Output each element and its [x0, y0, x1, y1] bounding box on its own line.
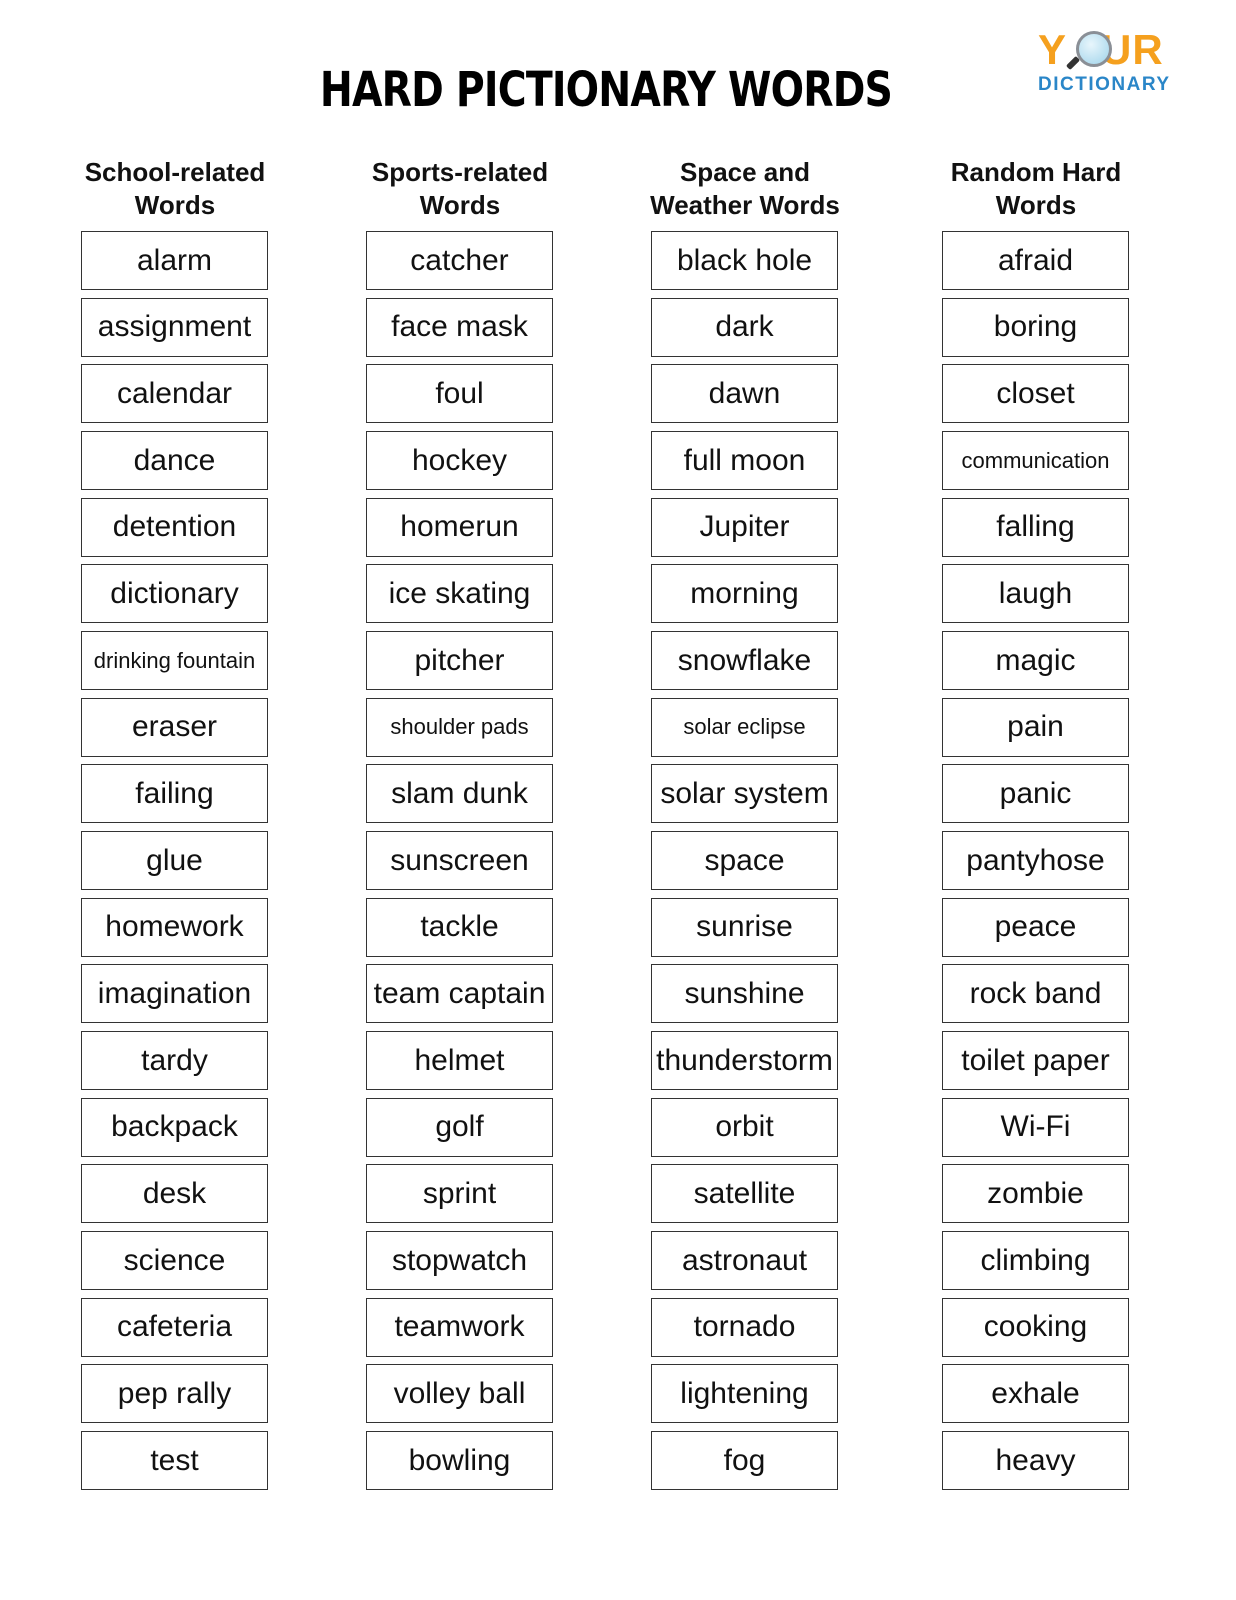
word-box: fog: [651, 1431, 838, 1491]
word-box: cooking: [942, 1297, 1129, 1357]
word-box: sprint: [366, 1164, 553, 1224]
word-box: eraser: [81, 697, 268, 757]
word-box: dark: [651, 297, 838, 357]
word-box: black hole: [651, 231, 838, 290]
word-box: Jupiter: [651, 497, 838, 557]
word-box: rock band: [942, 964, 1129, 1024]
word-box: full moon: [651, 431, 838, 490]
word-box: bowling: [366, 1431, 553, 1491]
column-header-line2: Words: [419, 190, 501, 220]
word-box: tornado: [651, 1297, 838, 1357]
column-header-line1: Sports-related: [371, 157, 549, 187]
word-box: afraid: [942, 231, 1129, 290]
word-box: foul: [366, 364, 553, 424]
column-header-line2: Words: [995, 190, 1077, 220]
word-box: snowflake: [651, 631, 838, 691]
word-box: sunrise: [651, 897, 838, 957]
word-box: pain: [942, 697, 1129, 757]
column-header-line2: Weather Words: [650, 190, 840, 220]
word-box: peace: [942, 897, 1129, 957]
column-header-line1: Random Hard: [950, 157, 1122, 187]
word-box: boring: [942, 297, 1129, 357]
word-box: glue: [81, 831, 268, 891]
page-title: HARD PICTIONARY WORDS: [319, 62, 893, 118]
word-box: closet: [942, 364, 1129, 424]
word-box: science: [81, 1231, 268, 1291]
word-box: failing: [81, 764, 268, 824]
word-box: cafeteria: [81, 1297, 268, 1357]
word-box: dance: [81, 431, 268, 490]
column-header-line1: School-related: [84, 157, 266, 187]
word-box: climbing: [942, 1231, 1129, 1291]
word-box: homerun: [366, 497, 553, 557]
word-box: exhale: [942, 1364, 1129, 1424]
column-header-line1: Space and: [679, 157, 811, 187]
word-box: laugh: [942, 564, 1129, 624]
column-header: Random Hard Words: [916, 156, 1156, 222]
word-box: communication: [942, 431, 1129, 490]
word-box: helmet: [366, 1031, 553, 1091]
word-box: ice skating: [366, 564, 553, 624]
word-box: orbit: [651, 1097, 838, 1157]
word-box: slam dunk: [366, 764, 553, 824]
word-box: sunshine: [651, 964, 838, 1024]
word-box: pitcher: [366, 631, 553, 691]
word-box: pantyhose: [942, 831, 1129, 891]
word-box: Wi-Fi: [942, 1097, 1129, 1157]
word-box: backpack: [81, 1097, 268, 1157]
word-box: stopwatch: [366, 1231, 553, 1291]
word-box: thunderstorm: [651, 1031, 838, 1091]
word-box: hockey: [366, 431, 553, 490]
word-box: tackle: [366, 897, 553, 957]
logo-text-your: Y UR: [1038, 26, 1164, 73]
column-header: Sports-related Words: [340, 156, 580, 222]
word-box: imagination: [81, 964, 268, 1024]
word-box: space: [651, 831, 838, 891]
column-header-line2: Words: [134, 190, 216, 220]
word-box: calendar: [81, 364, 268, 424]
word-box: assignment: [81, 297, 268, 357]
word-box: pep rally: [81, 1364, 268, 1424]
word-box: tardy: [81, 1031, 268, 1091]
yourdictionary-logo: Y UR DICTIONARY: [1038, 26, 1188, 106]
word-box: sunscreen: [366, 831, 553, 891]
word-box: solar system: [651, 764, 838, 824]
word-box: drinking fountain: [81, 631, 268, 691]
word-box: lightening: [651, 1364, 838, 1424]
word-box: zombie: [942, 1164, 1129, 1224]
word-box: magic: [942, 631, 1129, 691]
word-box: dictionary: [81, 564, 268, 624]
word-box: satellite: [651, 1164, 838, 1224]
word-box: golf: [366, 1097, 553, 1157]
word-box: homework: [81, 897, 268, 957]
magnifying-glass-icon: [1076, 31, 1112, 67]
word-box: face mask: [366, 297, 553, 357]
word-box: heavy: [942, 1431, 1129, 1491]
word-box: astronaut: [651, 1231, 838, 1291]
column-header: School-related Words: [55, 156, 295, 222]
word-box: volley ball: [366, 1364, 553, 1424]
word-box: toilet paper: [942, 1031, 1129, 1091]
word-box: shoulder pads: [366, 697, 553, 757]
word-box: dawn: [651, 364, 838, 424]
word-box: catcher: [366, 231, 553, 290]
word-box: alarm: [81, 231, 268, 290]
word-box: detention: [81, 497, 268, 557]
word-box: desk: [81, 1164, 268, 1224]
word-box: panic: [942, 764, 1129, 824]
word-box: teamwork: [366, 1297, 553, 1357]
word-box: team captain: [366, 964, 553, 1024]
word-box: falling: [942, 497, 1129, 557]
word-box: morning: [651, 564, 838, 624]
logo-text-dictionary: DICTIONARY: [1038, 74, 1171, 95]
column-header: Space and Weather Words: [625, 156, 865, 222]
word-box: test: [81, 1431, 268, 1491]
word-box: solar eclipse: [651, 697, 838, 757]
